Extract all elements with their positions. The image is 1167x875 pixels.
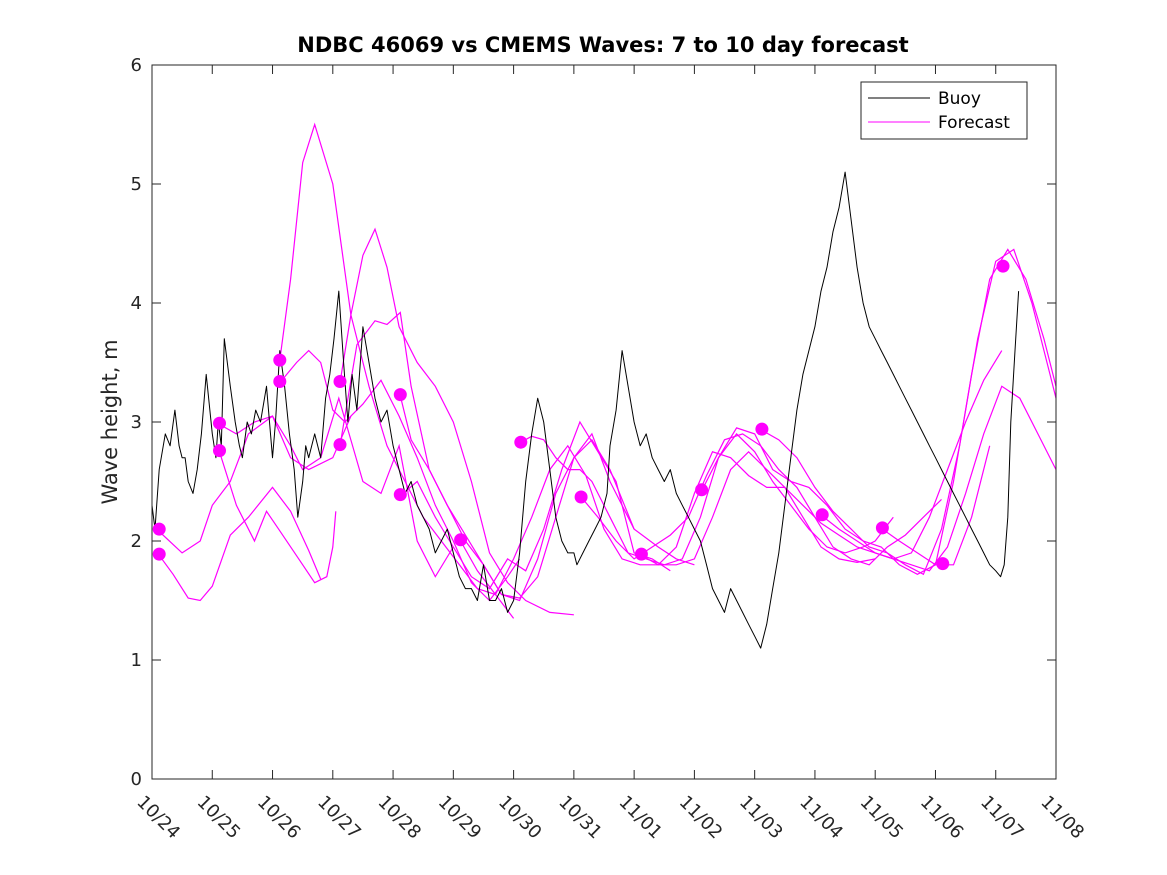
- forecast-marker-18: [875, 521, 889, 535]
- forecast-marker-16: [755, 422, 769, 436]
- forecast-line-12: [520, 432, 894, 566]
- forecast-line-18: [882, 445, 991, 566]
- y-axis-label: Wave height, m: [98, 339, 122, 504]
- forecast-line-4: [218, 451, 337, 584]
- forecast-marker-11: [454, 533, 468, 547]
- forecast-marker-2: [152, 547, 166, 561]
- x-tick-label: 10/30: [494, 792, 546, 844]
- x-tick-label: 11/06: [916, 792, 968, 844]
- y-axis: 0 1 2 3 4 5 6: [131, 55, 1056, 790]
- buoy-line: [151, 171, 1020, 649]
- x-tick-label: 11/08: [1036, 792, 1088, 844]
- forecast-marker-7: [333, 375, 347, 388]
- forecast-marker-6: [273, 375, 287, 388]
- x-tick-label: 10/26: [253, 792, 305, 844]
- forecast-line-7: [339, 227, 574, 616]
- forecast-marker-15: [695, 483, 709, 497]
- x-tick-label: 10/31: [554, 792, 606, 844]
- forecast-marker-13: [574, 490, 588, 504]
- legend: Buoy Forecast: [860, 81, 1028, 140]
- x-tick-label: 11/03: [735, 792, 787, 844]
- x-tick-label: 10/27: [313, 792, 365, 844]
- forecast-line-11: [460, 444, 876, 596]
- forecast-line-9: [399, 395, 695, 599]
- x-tick-label: 11/05: [856, 792, 908, 844]
- forecast-line-3: [219, 396, 454, 578]
- y-tick-label: 6: [131, 55, 142, 76]
- y-tick-label: 0: [131, 769, 142, 790]
- x-tick-label: 10/29: [434, 792, 486, 844]
- x-tick-label: 10/24: [132, 792, 184, 844]
- forecast-line-15: [701, 248, 1057, 575]
- forecast-marker-3: [213, 416, 226, 430]
- forecast-marker-4: [213, 444, 226, 458]
- legend-buoy-label: Buoy: [938, 89, 981, 109]
- forecast-markers: [152, 259, 1010, 571]
- forecast-marker-8: [333, 438, 347, 452]
- x-tick-label: 11/02: [675, 792, 727, 844]
- forecast-marker-20: [996, 259, 1010, 273]
- plot-area: [152, 65, 1056, 779]
- legend-box: [860, 81, 1028, 140]
- forecast-line-6: [279, 349, 521, 602]
- forecast-marker-14: [634, 547, 648, 561]
- x-tick-label: 11/04: [795, 792, 847, 844]
- x-tick-label: 10/25: [193, 792, 245, 844]
- forecast-marker-12: [514, 435, 528, 449]
- y-tick-label: 3: [131, 412, 142, 433]
- forecast-marker-5: [273, 353, 287, 367]
- legend-forecast-label: Forecast: [938, 113, 1010, 133]
- forecast-line-14: [641, 350, 1003, 566]
- x-tick-label: 11/01: [615, 792, 667, 844]
- chart-title: NDBC 46069 vs CMEMS Waves: 7 to 10 day f…: [297, 33, 908, 57]
- forecast-line-1: [158, 415, 352, 554]
- forecast-line-5: [279, 122, 515, 619]
- series-layer: [151, 122, 1057, 649]
- forecast-line-2: [158, 486, 322, 602]
- y-tick-label: 1: [131, 650, 142, 671]
- forecast-marker-19: [936, 557, 950, 571]
- forecast-marker-9: [393, 388, 407, 402]
- forecast-marker-17: [815, 508, 829, 522]
- x-tick-label: 10/28: [374, 792, 426, 844]
- forecast-marker-1: [152, 522, 166, 536]
- forecast-line-10: [399, 420, 671, 590]
- x-tick-label: 11/07: [976, 792, 1028, 844]
- forecast-line-16: [761, 248, 1057, 576]
- y-tick-label: 5: [131, 174, 142, 195]
- y-tick-label: 4: [131, 293, 142, 314]
- forecast-marker-10: [393, 488, 407, 502]
- y-tick-label: 2: [131, 531, 142, 552]
